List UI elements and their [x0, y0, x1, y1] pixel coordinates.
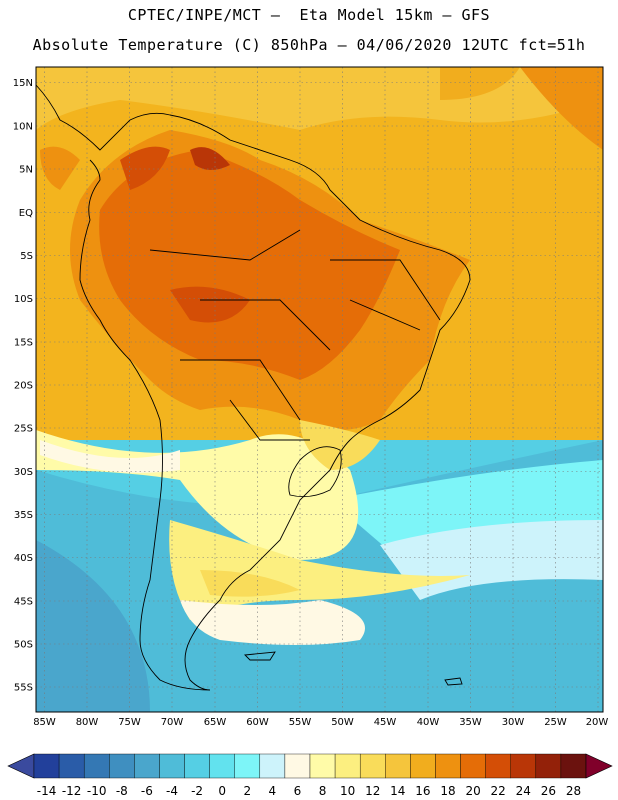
- colorbar-tick-label: 22: [491, 784, 506, 798]
- lon-label: 40W: [417, 717, 440, 728]
- lon-label: 50W: [331, 717, 354, 728]
- colorbar-over-arrow: [585, 753, 613, 779]
- colorbar-tick-label: 10: [340, 784, 355, 798]
- colorbar-cell: [460, 753, 486, 779]
- colorbar-under-arrow: [7, 753, 35, 779]
- lon-label: 25W: [544, 717, 567, 728]
- colorbar-cell: [234, 753, 261, 779]
- longitude-labels: 85W 80W 75W 70W 65W 60W 55W 50W 45W 40W …: [33, 717, 608, 728]
- colorbar-tick-label: -10: [87, 784, 107, 798]
- colorbar-tick-label: -14: [37, 784, 57, 798]
- colorbar-cell: [109, 753, 135, 779]
- colorbar-tick-label: 0: [218, 784, 226, 798]
- colorbar-tick-label: 16: [415, 784, 430, 798]
- map-graticule: [36, 67, 603, 712]
- colorbar-tick-label: 24: [516, 784, 531, 798]
- lon-label: 45W: [374, 717, 397, 728]
- lat-label: 35S: [14, 510, 33, 521]
- colorbar-cell: [259, 753, 286, 779]
- colorbar-cell: [58, 753, 85, 779]
- colorbar-cell: [435, 753, 461, 779]
- colorbar-tick-label: -4: [166, 784, 178, 798]
- colorbar-cell: [535, 753, 562, 779]
- colorbar-cell: [385, 753, 411, 779]
- temperature-field: [36, 67, 603, 712]
- colorbar-cell: [134, 753, 160, 779]
- colorbar-tick-label: -12: [62, 784, 82, 798]
- colorbar-cell: [284, 753, 311, 779]
- colorbar-cell: [209, 753, 235, 779]
- lon-label: 80W: [76, 717, 99, 728]
- colorbar-cell: [83, 753, 110, 779]
- colorbar-tick-label: 8: [319, 784, 327, 798]
- lat-label: 25S: [14, 424, 33, 435]
- lon-label: 30W: [502, 717, 525, 728]
- colorbar-tick-label: -8: [116, 784, 128, 798]
- lat-label: 20S: [14, 381, 33, 392]
- colorbar-tick-label: -6: [141, 784, 153, 798]
- lon-label: 85W: [33, 717, 56, 728]
- lon-label: 60W: [246, 717, 269, 728]
- lat-label: 55S: [14, 683, 33, 694]
- colorbar-cell: [184, 753, 210, 779]
- colorbar-tick-label: 20: [465, 784, 480, 798]
- colorbar-tick-label: 26: [541, 784, 556, 798]
- lat-label: 10S: [14, 294, 33, 305]
- colorbar-cell: [485, 753, 511, 779]
- colorbar-cell: [359, 753, 386, 779]
- lon-label: 70W: [161, 717, 184, 728]
- lat-label: 40S: [14, 553, 33, 564]
- lat-label: 15S: [14, 338, 33, 349]
- coastlines: [35, 84, 471, 691]
- lat-label: 10N: [13, 122, 33, 133]
- colorbar-ticks: -14 -12 -10 -8 -6 -4 -2 0 2 4 6 8 10 12 14 16 18 20 22 24 26…: [37, 784, 581, 798]
- lon-label: 75W: [118, 717, 141, 728]
- colorbar-cell: [510, 753, 537, 779]
- latitude-labels: 15N 10N 5N EQ 5S 10S 15S 20S 25S 30S 35S…: [13, 78, 33, 694]
- lon-label: 65W: [204, 717, 227, 728]
- colorbar-tick-label: 28: [566, 784, 581, 798]
- colorbar-cells: [33, 753, 587, 779]
- lat-label: EQ: [19, 208, 33, 219]
- colorbar-cell: [309, 753, 336, 779]
- colorbar-tick-label: 14: [390, 784, 405, 798]
- colorbar-tick-label: 2: [243, 784, 251, 798]
- colorbar-tick-label: 6: [294, 784, 302, 798]
- colorbar-cell: [33, 753, 60, 779]
- colorbar-cell: [334, 753, 361, 779]
- colorbar-tick-label: 12: [365, 784, 380, 798]
- lat-label: 5S: [20, 251, 33, 262]
- lon-label: 55W: [289, 717, 312, 728]
- map-title-line2: Absolute Temperature (C) 850hPa – 04/06/…: [32, 36, 586, 54]
- colorbar-tick-label: 18: [440, 784, 455, 798]
- lon-label: 20W: [586, 717, 609, 728]
- colorbar-tick-label: 4: [269, 784, 277, 798]
- colorbar-cell: [560, 753, 587, 779]
- lat-label: 50S: [14, 640, 33, 651]
- lat-label: 15N: [13, 78, 33, 89]
- lat-label: 5N: [19, 165, 33, 176]
- colorbar-tick-label: -2: [191, 784, 203, 798]
- map-title-line1: CPTEC/INPE/MCT – Eta Model 15km – GFS: [127, 6, 491, 24]
- colorbar-cell: [159, 753, 185, 779]
- map-frame: [35, 66, 604, 713]
- colorbar: -14 -12 -10 -8 -6 -4 -2 0 2 4 6 8 10 12 14 16 18 20 22 24 26…: [7, 753, 613, 798]
- lat-label: 45S: [14, 597, 33, 608]
- colorbar-cell: [410, 753, 436, 779]
- lon-label: 35W: [459, 717, 482, 728]
- lat-label: 30S: [14, 467, 33, 478]
